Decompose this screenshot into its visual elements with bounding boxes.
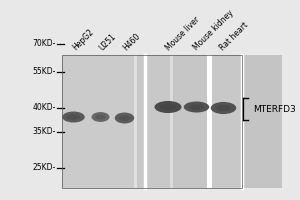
Ellipse shape — [119, 115, 130, 121]
Bar — [170, 55, 173, 188]
Bar — [62, 55, 134, 188]
Bar — [252, 55, 282, 188]
Bar — [137, 55, 170, 188]
Text: 35KD-: 35KD- — [33, 128, 56, 136]
Ellipse shape — [62, 112, 85, 122]
Bar — [173, 55, 207, 188]
Text: MTERFD3: MTERFD3 — [254, 105, 296, 114]
Bar — [62, 55, 242, 188]
Bar — [207, 55, 212, 188]
Text: 55KD-: 55KD- — [33, 68, 56, 76]
Bar — [62, 55, 242, 188]
Ellipse shape — [115, 112, 134, 123]
Ellipse shape — [211, 102, 236, 114]
Text: HepG2: HepG2 — [70, 27, 95, 52]
Ellipse shape — [67, 114, 80, 120]
Text: Rat heart: Rat heart — [218, 20, 250, 52]
Ellipse shape — [184, 102, 209, 112]
Ellipse shape — [95, 115, 106, 119]
Bar — [134, 55, 137, 188]
Ellipse shape — [92, 112, 110, 122]
Text: Mouse kidney: Mouse kidney — [192, 8, 236, 52]
Text: 70KD-: 70KD- — [33, 40, 56, 48]
Bar — [212, 55, 252, 188]
Text: Mouse liver: Mouse liver — [164, 15, 202, 52]
Ellipse shape — [216, 105, 231, 111]
Ellipse shape — [160, 104, 176, 110]
Ellipse shape — [189, 104, 204, 110]
Ellipse shape — [154, 101, 182, 113]
Text: 40KD-: 40KD- — [33, 104, 56, 112]
Text: 25KD-: 25KD- — [33, 164, 56, 172]
Text: U251: U251 — [98, 32, 118, 52]
Text: H460: H460 — [122, 31, 142, 52]
Bar — [242, 55, 282, 188]
